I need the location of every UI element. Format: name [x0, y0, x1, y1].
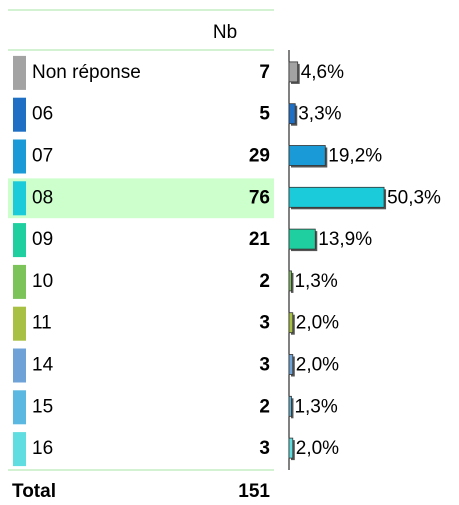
value-label: 2,0%	[296, 355, 339, 376]
value-label: 19,2%	[328, 146, 382, 167]
value-label: 13,9%	[318, 229, 372, 250]
bar	[288, 437, 294, 459]
color-swatch	[13, 264, 26, 299]
color-swatch	[13, 390, 26, 425]
color-swatch	[13, 55, 26, 90]
bar-shadow	[291, 272, 294, 293]
count: 29	[249, 146, 270, 167]
color-swatch	[13, 223, 26, 258]
color-swatch	[13, 139, 26, 174]
bar	[288, 61, 299, 83]
count: 3	[259, 438, 270, 459]
category-label: 16	[32, 438, 53, 459]
count: 21	[249, 229, 271, 250]
bar	[288, 312, 294, 334]
category-label: 08	[32, 187, 53, 208]
category-label: 07	[32, 146, 53, 167]
count: 3	[259, 313, 270, 334]
value-label: 50,3%	[387, 187, 441, 208]
count: 76	[249, 187, 270, 208]
value-label: 3,3%	[298, 104, 341, 125]
bar	[288, 395, 292, 417]
color-swatch	[13, 306, 26, 341]
category-label: 09	[32, 229, 53, 250]
bar	[288, 145, 326, 166]
category-label: 15	[32, 396, 53, 417]
category-label: 11	[32, 313, 52, 334]
color-swatch	[13, 432, 26, 467]
value-label: 2,0%	[296, 438, 339, 459]
category-label: Non réponse	[32, 62, 141, 83]
count: 7	[259, 62, 270, 83]
bar	[288, 354, 294, 375]
category-label: 06	[32, 104, 53, 125]
value-label: 1,3%	[294, 271, 337, 292]
count: 2	[259, 396, 270, 417]
color-swatch	[13, 97, 26, 132]
total-label: Total	[12, 481, 56, 502]
value-label: 1,3%	[294, 396, 337, 417]
color-swatch	[13, 181, 26, 216]
category-label: 10	[32, 271, 53, 292]
total-value: 151	[238, 481, 270, 502]
bar	[288, 228, 316, 250]
value-label: 2,0%	[296, 313, 339, 334]
count: 2	[259, 271, 270, 292]
bar-shadow	[291, 398, 294, 419]
category-label: 14	[32, 355, 54, 376]
bar	[288, 103, 296, 125]
count: 3	[259, 355, 270, 376]
color-swatch	[13, 348, 26, 383]
column-header: Nb	[213, 22, 237, 43]
bar	[288, 270, 292, 292]
value-label: 4,6%	[301, 62, 344, 83]
bar	[288, 186, 385, 208]
count: 5	[259, 104, 270, 125]
row-highlight	[8, 178, 274, 219]
